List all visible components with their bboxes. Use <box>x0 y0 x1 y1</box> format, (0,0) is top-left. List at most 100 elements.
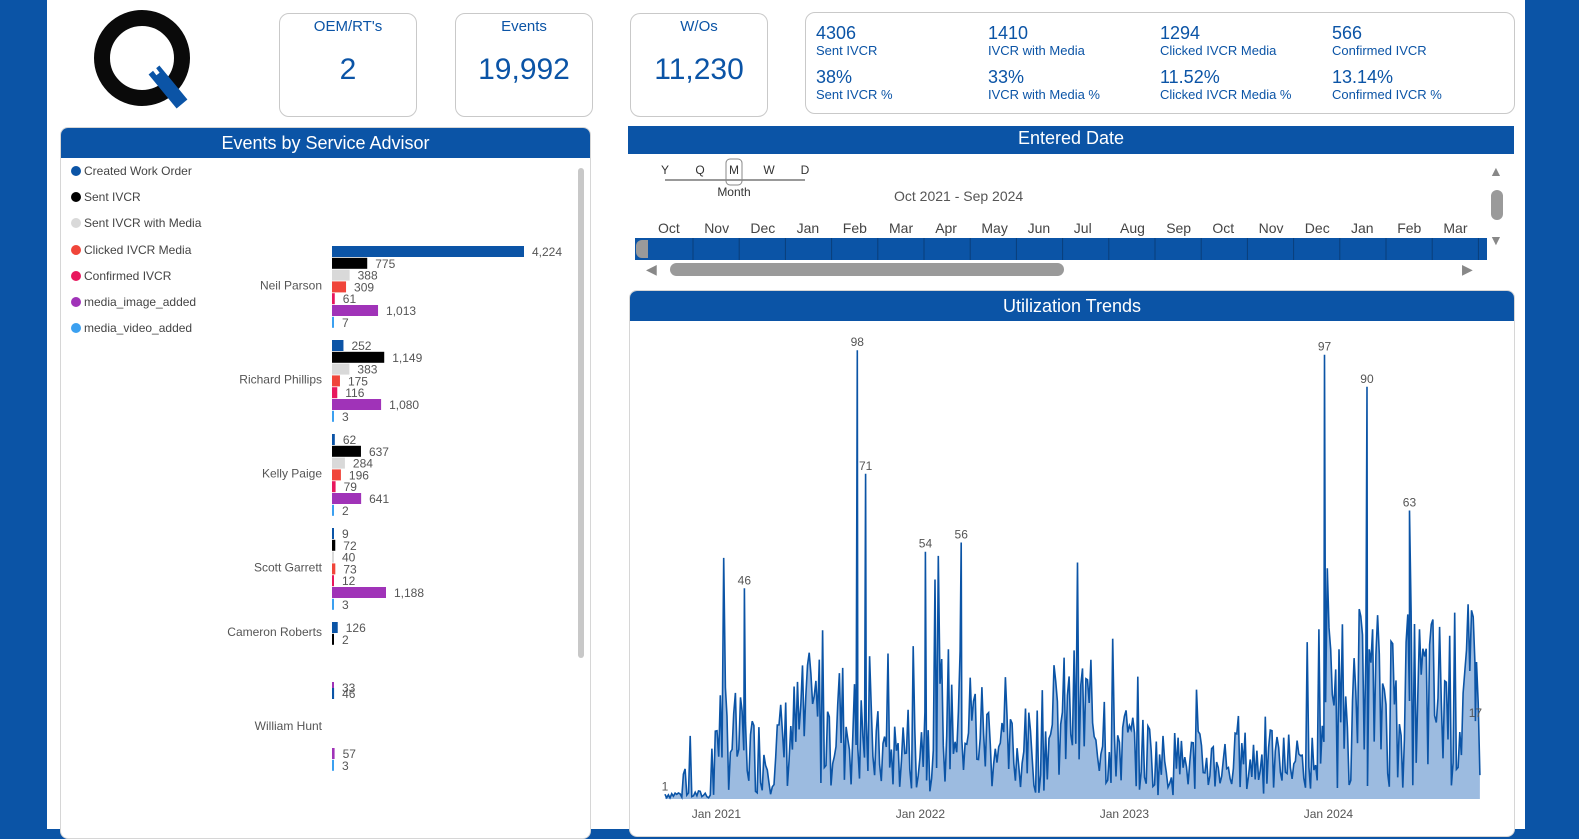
kpi-value: 19,992 <box>478 53 570 86</box>
bar-value-label: 252 <box>351 339 371 353</box>
horizontal-scrollbar-thumb[interactable] <box>670 263 1064 276</box>
bar[interactable] <box>332 587 386 598</box>
bar[interactable] <box>332 575 334 587</box>
bar[interactable] <box>332 481 336 493</box>
bar[interactable] <box>332 434 335 445</box>
stat-label: Sent IVCR <box>816 43 878 58</box>
timeline-month-label[interactable]: Jul <box>1073 220 1092 236</box>
timeline-month-label[interactable]: Nov <box>704 220 730 236</box>
bar[interactable] <box>332 457 345 469</box>
bar-value-label: 3 <box>342 410 349 424</box>
bar[interactable] <box>332 551 334 563</box>
gran-day[interactable]: D <box>801 163 810 177</box>
scroll-down-arrow-icon[interactable]: ▼ <box>1489 232 1503 248</box>
x-tick-label: Jan 2023 <box>1100 807 1150 821</box>
bar[interactable] <box>332 528 334 539</box>
bar[interactable] <box>332 281 347 293</box>
bar[interactable] <box>332 539 336 551</box>
advisor-name-label: Scott Garrett <box>254 560 323 574</box>
bar[interactable] <box>332 399 382 410</box>
data-point-label: 56 <box>955 528 969 542</box>
bar[interactable] <box>332 445 361 457</box>
bar[interactable] <box>332 340 344 351</box>
timeline-month-label[interactable]: Aug <box>1120 220 1145 236</box>
timeline-month-label[interactable]: Feb <box>1397 220 1422 236</box>
bar[interactable] <box>332 688 335 699</box>
timeline-month-label[interactable]: May <box>981 220 1008 236</box>
timeline-month-label[interactable]: Mar <box>1443 220 1468 236</box>
timeline-month-label[interactable]: Oct <box>1212 220 1235 236</box>
gran-week[interactable]: W <box>763 163 775 177</box>
bar-value-label: 12 <box>342 574 356 588</box>
bar[interactable] <box>332 246 524 257</box>
timeline-month-label[interactable]: Nov <box>1258 220 1284 236</box>
data-point-label: 17 <box>1469 706 1483 720</box>
bar[interactable] <box>332 375 340 387</box>
bar[interactable] <box>332 682 334 693</box>
timeline-month-label[interactable]: Mar <box>889 220 914 236</box>
bar[interactable] <box>332 759 334 771</box>
stat-value: 33% <box>988 67 1025 87</box>
granularity-selector[interactable]: Y Q M W D Month <box>655 158 825 202</box>
stat-clicked-media-pct: 11.52% Clicked IVCR Media % <box>1160 67 1292 102</box>
legend-item[interactable]: media_video_added <box>71 321 192 335</box>
bar[interactable] <box>332 305 379 316</box>
legend-dot-icon <box>71 323 81 334</box>
bar[interactable] <box>332 633 334 645</box>
bar[interactable] <box>332 504 334 516</box>
timeline-month-label[interactable]: Feb <box>842 220 867 236</box>
scroll-left-arrow-icon[interactable]: ◀ <box>646 261 657 277</box>
timeline-month-label[interactable]: Dec <box>750 220 776 236</box>
bar[interactable] <box>332 387 338 399</box>
gran-month[interactable]: M <box>729 163 739 177</box>
timeline-bar[interactable] <box>635 238 1487 260</box>
bar[interactable] <box>332 351 385 363</box>
ivcr-stats-card: 4306 Sent IVCR 1410 IVCR with Media 1294 Cl… <box>805 12 1515 114</box>
gran-year[interactable]: Y <box>661 163 669 177</box>
bar[interactable] <box>332 257 368 269</box>
timeline-month-label[interactable]: Jan <box>1351 220 1374 236</box>
bar[interactable] <box>332 469 341 481</box>
vertical-scrollbar-thumb[interactable] <box>1491 190 1503 220</box>
bar[interactable] <box>332 622 338 633</box>
timeline-month-label[interactable]: Dec <box>1304 220 1330 236</box>
scroll-right-arrow-icon[interactable]: ▶ <box>1462 261 1473 277</box>
timeline-ticks <box>692 238 1479 260</box>
bar[interactable] <box>332 493 362 504</box>
timeline-month-label[interactable]: Apr <box>935 220 957 236</box>
timeline-month-label[interactable]: Oct <box>658 220 680 236</box>
bar[interactable] <box>332 269 350 281</box>
timeline-month-label[interactable]: Sep <box>1166 220 1192 236</box>
legend-dot-icon <box>71 297 81 307</box>
gran-quarter[interactable]: Q <box>695 163 704 177</box>
bar[interactable] <box>332 748 335 759</box>
legend-item[interactable]: Sent IVCR with Media <box>71 216 201 230</box>
bar[interactable] <box>332 410 334 422</box>
stat-label: Confirmed IVCR % <box>1332 87 1442 102</box>
bar-value-label: 40 <box>342 551 356 565</box>
stat-confirmed-pct: 13.14% Confirmed IVCR % <box>1332 67 1442 102</box>
legend-item[interactable]: Created Work Order <box>71 164 192 178</box>
scroll-up-arrow-icon[interactable]: ▲ <box>1489 163 1503 179</box>
bar-value-label: 309 <box>354 280 374 294</box>
legend-item[interactable]: media_image_added <box>71 295 196 309</box>
timeline-start-handle[interactable] <box>636 240 648 258</box>
bar[interactable] <box>332 293 335 305</box>
vertical-scrollbar[interactable] <box>578 168 584 658</box>
legend-item[interactable]: Sent IVCR <box>71 190 141 204</box>
legend-item[interactable]: Confirmed IVCR <box>71 269 171 283</box>
data-point-label: 63 <box>1403 495 1417 509</box>
bar-value-label: 2 <box>342 504 349 518</box>
bar[interactable] <box>332 598 334 610</box>
bar[interactable] <box>332 563 336 575</box>
stat-sent-ivcr: 4306 Sent IVCR <box>816 23 877 58</box>
bar[interactable] <box>332 363 350 375</box>
timeline-month-label[interactable]: Jan <box>796 220 820 236</box>
kpi-card-oem: OEM/RT's 2 <box>279 13 417 117</box>
legend-item[interactable]: Clicked IVCR Media <box>71 243 191 257</box>
bar[interactable] <box>332 316 334 328</box>
legend-label: Confirmed IVCR <box>84 268 172 283</box>
events-by-advisor-panel: Events by Service Advisor Created Work O… <box>60 127 591 839</box>
data-point-label: 1 <box>662 779 669 793</box>
timeline-month-label[interactable]: Jun <box>1027 220 1051 236</box>
